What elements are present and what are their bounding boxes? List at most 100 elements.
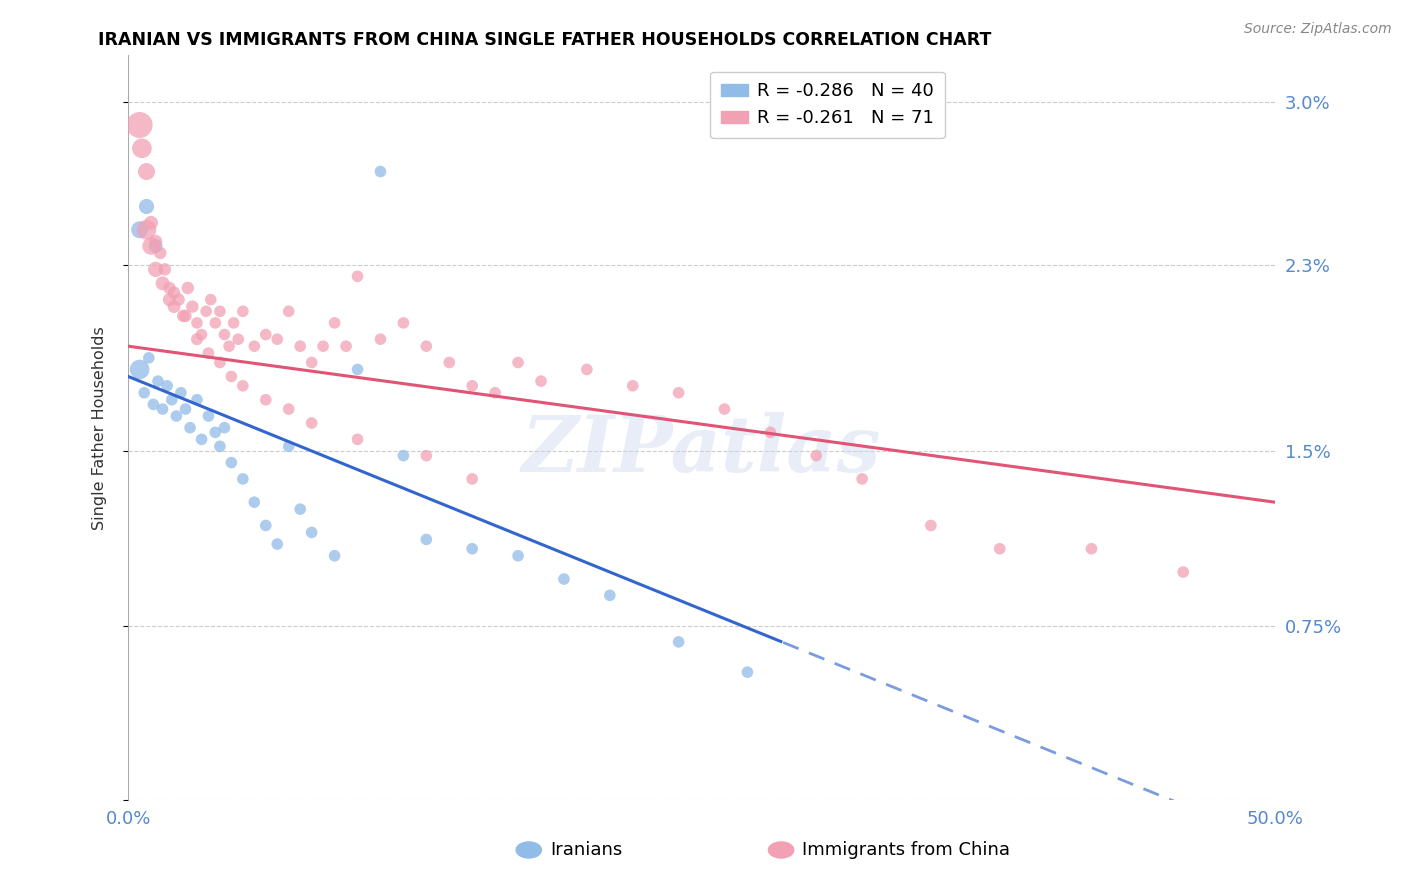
Point — [415, 449, 437, 463]
Point — [484, 385, 506, 400]
Point — [266, 332, 288, 346]
Point — [288, 339, 311, 353]
Point — [392, 449, 415, 463]
Point — [266, 537, 288, 551]
Point — [415, 339, 437, 353]
Point — [181, 300, 204, 314]
Point — [806, 449, 828, 463]
Point — [167, 293, 190, 307]
Point — [135, 164, 157, 178]
Point — [370, 164, 392, 178]
Point — [439, 355, 461, 369]
Point — [139, 216, 162, 230]
Point — [146, 374, 169, 388]
Point — [221, 369, 243, 384]
Point — [312, 339, 335, 353]
Point — [222, 316, 245, 330]
Point — [135, 223, 157, 237]
Text: Immigrants from China: Immigrants from China — [803, 841, 1010, 859]
Point — [254, 327, 277, 342]
Point — [370, 332, 392, 346]
Point — [152, 402, 174, 417]
Point — [145, 235, 167, 249]
Point — [165, 409, 187, 423]
Point — [149, 246, 172, 260]
Point — [214, 420, 236, 434]
Point — [530, 374, 553, 388]
Text: ZIPatlas: ZIPatlas — [522, 412, 882, 488]
Point — [159, 281, 181, 295]
Point — [159, 293, 181, 307]
Point — [145, 239, 167, 253]
Point — [737, 665, 759, 680]
Text: Iranians: Iranians — [550, 841, 621, 859]
Point — [208, 304, 231, 318]
Point — [277, 439, 299, 453]
Point — [506, 355, 529, 369]
Point — [668, 385, 690, 400]
Point — [346, 269, 368, 284]
Point — [200, 293, 222, 307]
Point — [128, 362, 150, 376]
Point — [988, 541, 1011, 556]
Point — [186, 392, 208, 407]
Point — [301, 416, 323, 430]
Point — [131, 141, 153, 155]
Point — [1173, 565, 1195, 579]
Point — [204, 425, 226, 440]
Point — [128, 223, 150, 237]
Point — [177, 281, 200, 295]
Point — [346, 433, 368, 447]
Point — [575, 362, 598, 376]
Point — [190, 327, 212, 342]
Point — [152, 277, 174, 291]
Point — [1080, 541, 1102, 556]
Point — [392, 316, 415, 330]
Point — [208, 439, 231, 453]
Point — [179, 420, 201, 434]
Point — [160, 392, 183, 407]
Point — [553, 572, 575, 586]
Point — [668, 635, 690, 649]
Point — [232, 304, 254, 318]
Point — [208, 355, 231, 369]
Point — [254, 392, 277, 407]
Point — [232, 472, 254, 486]
Point — [214, 327, 236, 342]
Point — [461, 472, 484, 486]
Point — [759, 425, 782, 440]
Point — [172, 309, 194, 323]
Point — [139, 239, 162, 253]
Point — [243, 495, 266, 509]
Point — [288, 502, 311, 516]
Point — [506, 549, 529, 563]
Point — [461, 541, 484, 556]
Point — [301, 525, 323, 540]
Point — [174, 402, 197, 417]
Point — [335, 339, 357, 353]
Point — [221, 456, 243, 470]
Legend: R = -0.286   N = 40, R = -0.261   N = 71: R = -0.286 N = 40, R = -0.261 N = 71 — [710, 71, 945, 138]
Point — [186, 332, 208, 346]
Point — [243, 339, 266, 353]
Point — [599, 588, 621, 602]
Point — [254, 518, 277, 533]
Point — [138, 351, 160, 365]
Point — [135, 199, 157, 213]
Point — [153, 262, 176, 277]
Y-axis label: Single Father Households: Single Father Households — [93, 326, 107, 530]
Point — [323, 316, 346, 330]
Point — [218, 339, 240, 353]
Point — [190, 433, 212, 447]
Point — [163, 300, 186, 314]
Point — [323, 549, 346, 563]
Point — [142, 397, 165, 411]
Point — [277, 402, 299, 417]
Point — [197, 409, 219, 423]
Point — [197, 346, 219, 360]
Point — [163, 285, 186, 300]
Point — [170, 385, 193, 400]
Point — [156, 378, 179, 392]
Point — [134, 385, 156, 400]
Point — [195, 304, 218, 318]
